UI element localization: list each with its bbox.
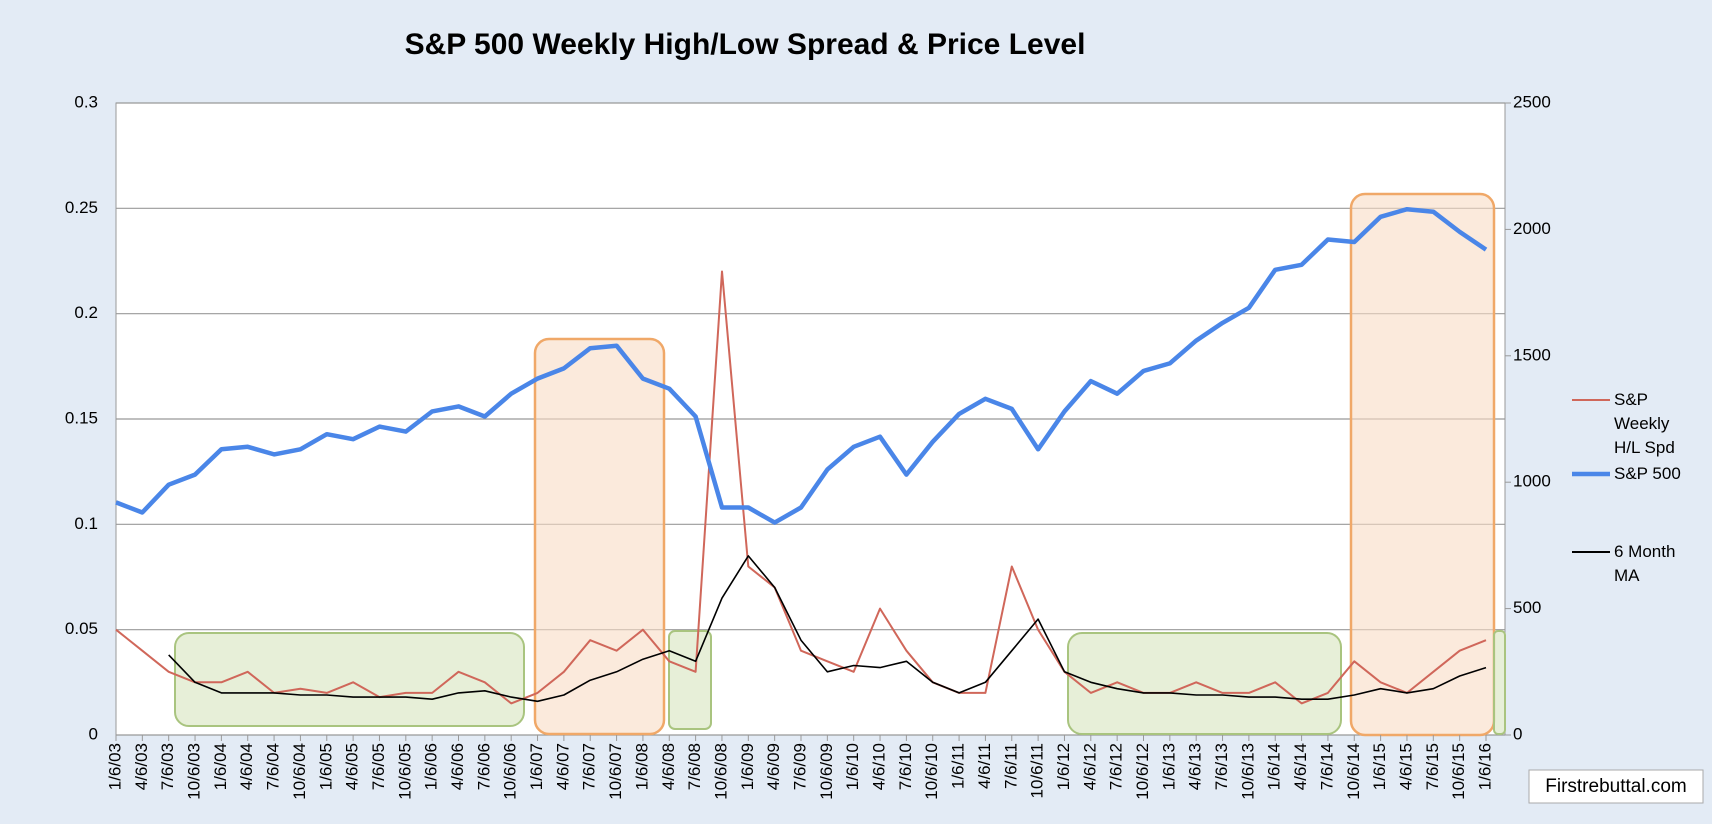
y-tick-label: 0.05 — [65, 619, 98, 638]
green-box — [668, 630, 712, 730]
x-tick-label: 10/6/09 — [817, 743, 836, 800]
y-tick-label: 0.15 — [65, 408, 98, 427]
x-tick-label: 10/6/11 — [1028, 743, 1047, 798]
x-tick-label: 7/6/06 — [474, 743, 493, 790]
watermark: Firstrebuttal.com — [1545, 776, 1686, 797]
x-tick-label: 10/6/03 — [185, 743, 204, 800]
x-tick-label: 4/6/05 — [343, 743, 362, 790]
y-tick-label: 0.3 — [74, 92, 98, 111]
y2-tick-label: 2500 — [1513, 92, 1551, 111]
orange-box — [533, 337, 666, 736]
x-tick-label: 10/6/15 — [1449, 743, 1468, 800]
x-tick-label: 4/6/11 — [975, 743, 994, 789]
x-tick-label: 1/6/05 — [316, 743, 335, 790]
green-box — [174, 632, 525, 727]
y2-tick-label: 0 — [1513, 724, 1522, 743]
x-tick-label: 10/6/05 — [395, 743, 414, 800]
y2-tick-label: 2000 — [1513, 219, 1551, 238]
x-tick-label: 7/6/13 — [1212, 743, 1231, 790]
x-tick-label: 1/6/15 — [1370, 743, 1389, 790]
x-tick-label: 7/6/15 — [1423, 743, 1442, 790]
y-tick-label: 0.1 — [74, 514, 98, 533]
y-tick-label: 0 — [89, 724, 98, 743]
y2-tick-label: 1500 — [1513, 345, 1551, 364]
x-tick-label: 7/6/09 — [790, 743, 809, 790]
legend-label: 6 Month MA — [1614, 542, 1676, 585]
x-tick-label: 1/6/08 — [632, 743, 651, 790]
legend-label: S&P Weekly H/L Spd — [1614, 390, 1675, 457]
green-box — [1067, 632, 1342, 735]
x-tick-label: 4/6/03 — [132, 743, 151, 790]
x-tick-label: 4/6/14 — [1291, 743, 1310, 790]
x-tick-label: 7/6/05 — [369, 743, 388, 790]
x-tick-label: 7/6/03 — [158, 743, 177, 790]
highlight-boxes — [174, 192, 1506, 737]
green-box — [1493, 630, 1506, 735]
x-tick-label: 1/6/13 — [1159, 743, 1178, 790]
x-tick-label: 1/6/09 — [738, 743, 757, 790]
x-tick-label: 10/6/07 — [606, 743, 625, 800]
x-tick-label: 1/6/04 — [211, 743, 230, 790]
x-tick-label: 1/6/12 — [1054, 743, 1073, 790]
x-tick-label: 7/6/08 — [685, 743, 704, 790]
x-tick-label: 4/6/08 — [659, 743, 678, 790]
x-tick-label: 1/6/16 — [1475, 743, 1494, 790]
chart-title: S&P 500 Weekly High/Low Spread & Price L… — [405, 28, 1086, 61]
x-tick-label: 4/6/13 — [1186, 743, 1205, 790]
x-tick-label: 1/6/14 — [1265, 743, 1284, 790]
y2-tick-label: 1000 — [1513, 472, 1551, 491]
x-tick-label: 7/6/14 — [1317, 743, 1336, 790]
x-tick-label: 7/6/12 — [1107, 743, 1126, 790]
x-tick-label: 10/6/08 — [711, 743, 730, 800]
x-tick-label: 10/6/14 — [1344, 743, 1363, 800]
legend-label: S&P 500 — [1614, 464, 1681, 483]
series-line — [168, 555, 1487, 703]
x-tick-label: 7/6/10 — [896, 743, 915, 790]
x-tick-label: 4/6/07 — [553, 743, 572, 790]
y2-tick-label: 500 — [1513, 598, 1541, 617]
x-tick-label: 10/6/10 — [922, 743, 941, 800]
x-tick-label: 4/6/09 — [764, 743, 783, 790]
x-tick-label: 1/6/10 — [843, 743, 862, 790]
y-tick-label: 0.25 — [65, 198, 98, 217]
x-tick-label: 1/6/07 — [527, 743, 546, 790]
x-tick-label: 4/6/10 — [870, 743, 889, 790]
series-line — [115, 270, 1487, 705]
x-tick-label: 7/6/07 — [580, 743, 599, 790]
x-tick-label: 1/6/06 — [422, 743, 441, 790]
x-tick-label: 4/6/06 — [448, 743, 467, 790]
x-tick-label: 10/6/06 — [501, 743, 520, 800]
watermark-box — [1528, 769, 1704, 804]
orange-box — [1349, 192, 1496, 737]
x-tick-label: 10/6/12 — [1133, 743, 1152, 800]
x-tick-label: 4/6/15 — [1396, 743, 1415, 790]
x-tick-label: 7/6/04 — [264, 743, 283, 790]
x-tick-label: 4/6/04 — [237, 743, 256, 790]
y-tick-label: 0.2 — [74, 303, 98, 322]
x-tick-label: 7/6/11 — [1001, 743, 1020, 789]
x-tick-label: 4/6/12 — [1080, 743, 1099, 790]
x-tick-label: 1/6/11 — [949, 743, 968, 789]
x-tick-label: 1/6/03 — [105, 743, 124, 790]
x-tick-label: 10/6/13 — [1238, 743, 1257, 800]
x-tick-label: 10/6/04 — [290, 743, 309, 800]
series-line — [115, 206, 1488, 525]
